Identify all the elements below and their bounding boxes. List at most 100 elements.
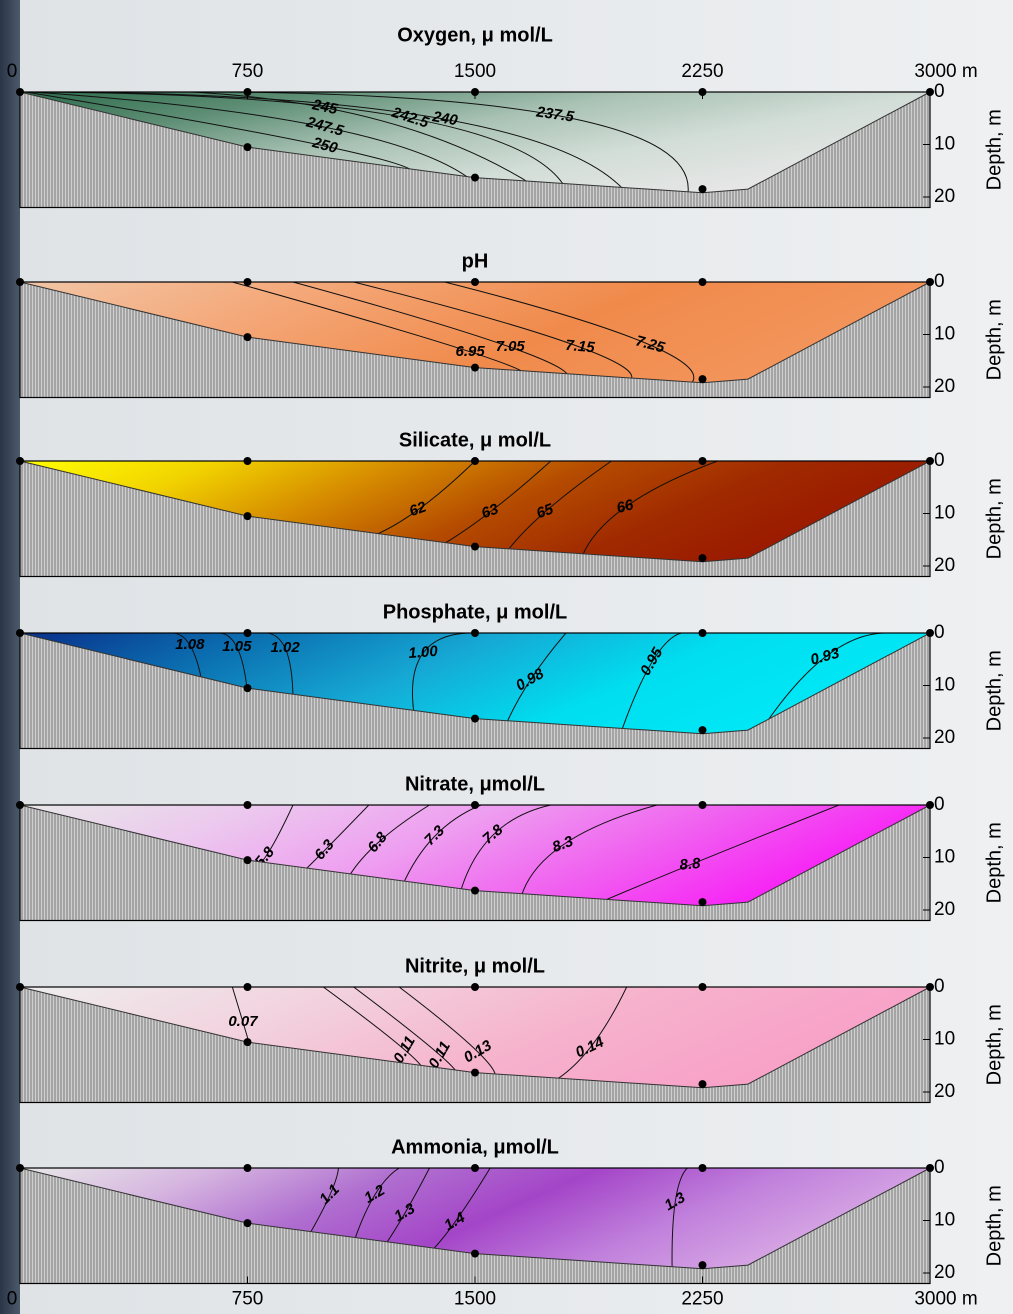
y-tick-label: 20 [934, 555, 955, 576]
y-tick-label: 0 [934, 81, 945, 102]
contour-line [596, 805, 840, 905]
water-field [20, 92, 930, 193]
y-axis-label: Depth, m [983, 299, 1005, 380]
x-tick-label: 2250 [681, 61, 723, 82]
chart-title: Oxygen, μ mol/L [397, 24, 553, 46]
station [16, 278, 24, 286]
station [243, 278, 252, 286]
y-tick-label: 20 [934, 727, 955, 748]
y-tick-label: 10 [934, 1029, 955, 1050]
sample [698, 1261, 707, 1270]
y-axis-label: Depth, m [983, 478, 1005, 559]
y-axis-label: Depth, m [983, 1185, 1005, 1266]
x-tick-label: 2250 [681, 1289, 723, 1310]
station [471, 801, 479, 809]
x-tick-label: 750 [232, 61, 264, 82]
y-tick-label: 0 [934, 976, 945, 997]
sample [698, 554, 707, 563]
contour-label: 250 [310, 134, 340, 157]
contour-label: 6.95 [456, 343, 486, 360]
contour-line [307, 1168, 339, 1237]
station [243, 801, 252, 809]
y-tick-label: 10 [934, 675, 955, 696]
chart-title: Ammonia, μmol/L [391, 1136, 559, 1158]
contour-line [411, 633, 476, 716]
contour-label: 1.02 [271, 639, 301, 656]
sample [243, 512, 252, 521]
contour-label: 65 [534, 500, 556, 522]
station [471, 983, 479, 991]
panel: Nitrate, μmol/L5.8 6.3 6.8 7.3 7.8 8.38.80102… [16, 773, 1005, 922]
contour-label: 0.07 [228, 1013, 258, 1030]
contours [250, 805, 840, 905]
station [243, 983, 252, 991]
contour-label: 8.3 [550, 833, 576, 856]
sample [471, 542, 479, 551]
sample [698, 185, 707, 194]
y-tick-label: 20 [934, 186, 955, 207]
contour-line [459, 805, 551, 894]
panel: Ammonia, μmol/L1.1 1.21.3 1.41.301020Depth… [7, 1136, 1006, 1309]
station [471, 278, 479, 286]
contour-line [368, 461, 476, 539]
x-tick-label: 1500 [454, 61, 496, 82]
sample [471, 886, 479, 895]
x-tick-label: 3000 m [914, 1289, 977, 1310]
sample [471, 1068, 479, 1077]
y-tick-label: 20 [934, 376, 955, 397]
contour-line [38, 92, 536, 188]
contour-line [520, 805, 658, 900]
station [16, 629, 24, 637]
x-tick-label: 750 [232, 1289, 264, 1310]
panel: Phosphate, μ mol/L1.08 1.05 1.02 1.000.980.… [16, 601, 1005, 750]
station [698, 801, 707, 809]
sample [698, 375, 707, 384]
station [243, 1164, 252, 1172]
chart-title: pH [462, 250, 489, 272]
station [698, 629, 707, 637]
sample [471, 173, 479, 182]
sample [698, 898, 707, 907]
contour-line [347, 805, 430, 880]
y-tick-label: 0 [934, 271, 945, 292]
station [16, 1164, 24, 1172]
contours [368, 461, 718, 560]
y-axis-label: Depth, m [983, 109, 1005, 190]
station [16, 983, 24, 991]
contour-label: 7.15 [565, 337, 596, 357]
station [243, 457, 252, 465]
panel: Nitrite, μ mol/L0.070.11 0.11 0.13 0.140102… [16, 955, 1005, 1104]
y-axis-label: Depth, m [983, 1004, 1005, 1085]
chart-title: Nitrate, μmol/L [405, 773, 545, 795]
y-tick-label: 10 [934, 847, 955, 868]
chart-title: Silicate, μ mol/L [399, 429, 551, 451]
sample [698, 1080, 707, 1089]
y-tick-label: 0 [934, 794, 945, 815]
contour-label: 66 [615, 496, 636, 517]
station [698, 983, 707, 991]
x-tick-label: 3000 m [914, 61, 977, 82]
sample [243, 143, 252, 152]
water-field [20, 633, 930, 734]
contour-label: 245 [310, 96, 340, 118]
contour-line [438, 461, 552, 548]
contour-label: 1.00 [408, 643, 439, 663]
y-tick-label: 0 [934, 622, 945, 643]
contour-line [762, 633, 885, 728]
water-field [20, 282, 930, 383]
contour-label: 240 [430, 108, 459, 129]
contour-line [504, 633, 567, 727]
y-tick-label: 10 [934, 324, 955, 345]
contour-line [65, 92, 628, 193]
contour-line [383, 1168, 430, 1247]
contour-label: 8.8 [679, 855, 702, 874]
chart-title: Phosphate, μ mol/L [383, 601, 567, 623]
contour-line [504, 461, 612, 555]
contour-label: 63 [479, 500, 501, 522]
sample [698, 726, 707, 735]
x-tick-label: 1500 [454, 1289, 496, 1310]
y-tick-label: 0 [934, 1157, 945, 1178]
panel: Oxygen, μ mol/L237.5240242.5245247.52500… [7, 24, 1005, 209]
y-tick-label: 20 [934, 1262, 955, 1283]
